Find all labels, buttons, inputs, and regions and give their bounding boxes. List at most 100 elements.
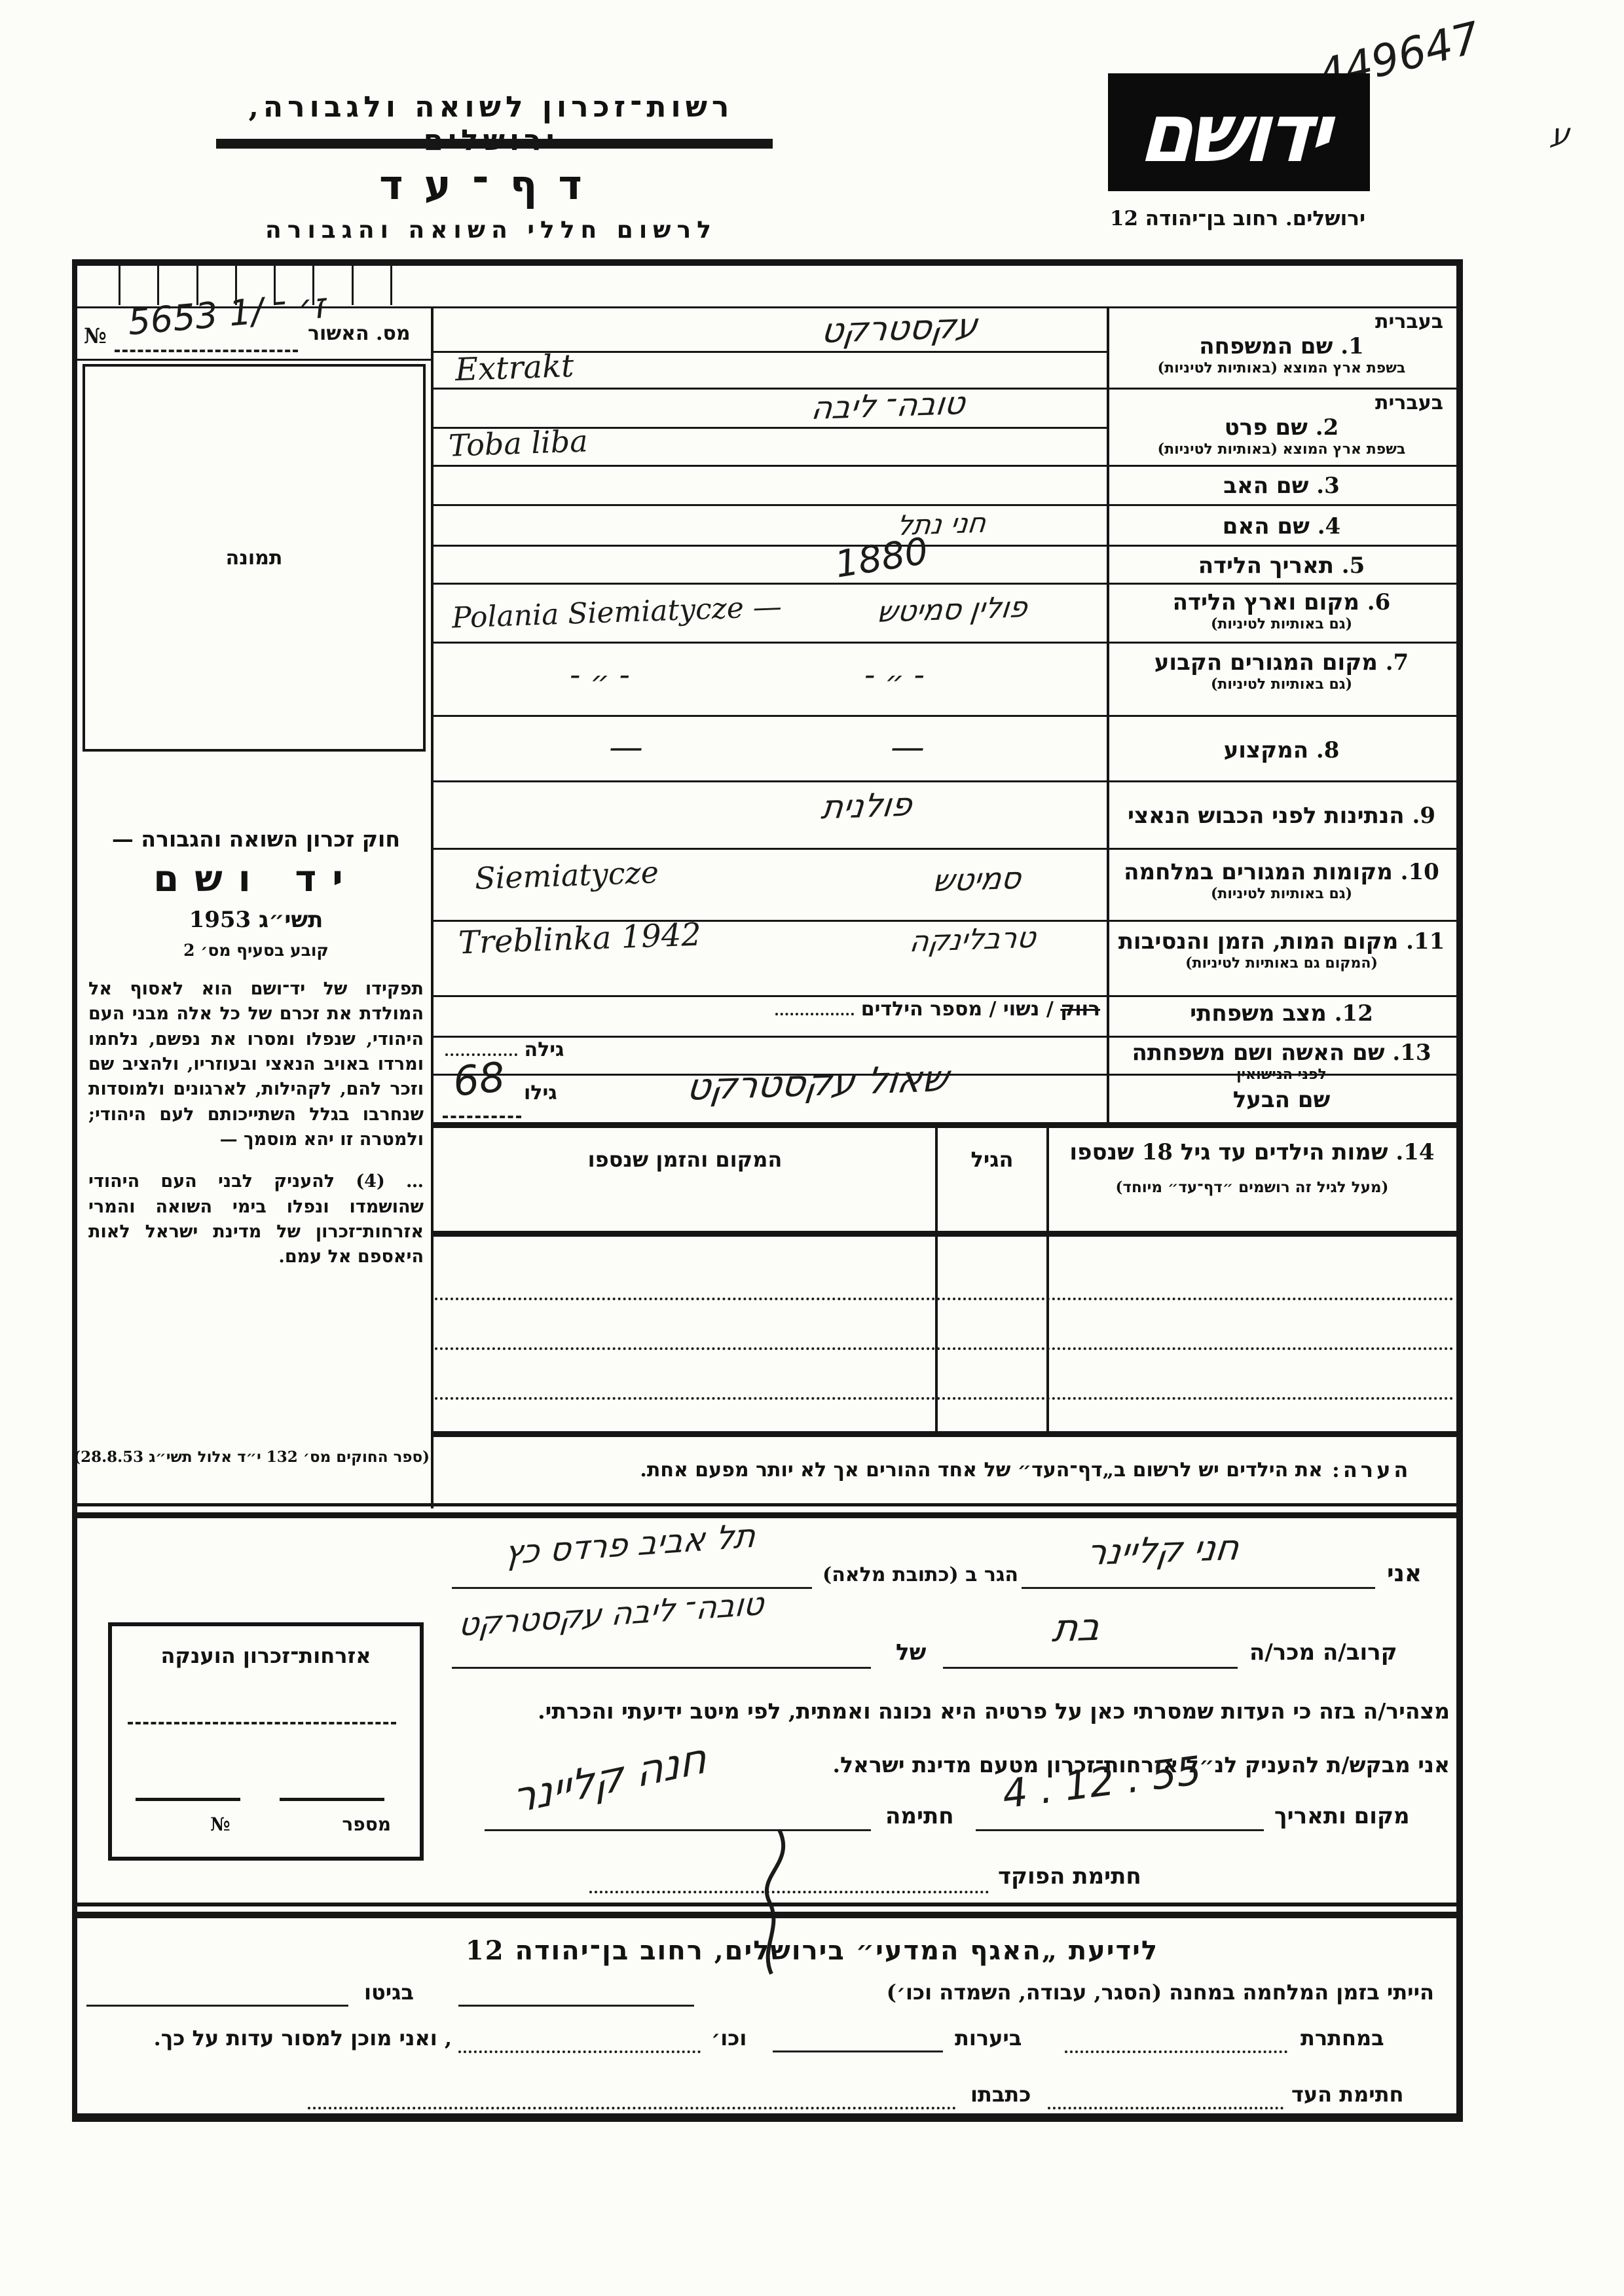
bottom-underground-blank — [1065, 2050, 1287, 2053]
field-11-label: 11. מקום המות, הזמן והנסיבות — [1118, 928, 1445, 955]
clerk-signature-mark — [764, 1829, 786, 1975]
row-line — [432, 1036, 1456, 1038]
form-title: דף־עד — [379, 161, 603, 209]
field-1-label: 1. שם המשפחה — [1199, 333, 1364, 359]
stamp-line-1 — [128, 1722, 396, 1724]
bottom-title: לידיעת „האגף המדעי״ בירושלים, רחוב בן־יה… — [465, 1935, 1159, 1966]
note-text: את הילדים יש לרשום ב„דף־העד״ של אחד ההור… — [640, 1459, 1323, 1482]
bottom-ghetto-label: בגיטו — [364, 1980, 414, 2005]
field-10-sublabel: (גם באותיות לטיניות) — [1210, 885, 1353, 902]
field-7-ditto-right: ־ ״ ־ — [864, 664, 925, 699]
children-place-header: המקום והזמן שנספו — [587, 1147, 783, 1172]
residing-value: תל אביב פרדס כץ — [502, 1516, 758, 1573]
field-12-children-count-line — [775, 1013, 855, 1015]
photo-box: תמונה — [83, 364, 426, 752]
writing-line — [432, 351, 1108, 353]
children-table-bottom — [432, 1431, 1456, 1437]
clerk-signature-line — [589, 1891, 989, 1893]
field-8-dash-left: — — [609, 728, 643, 767]
row-line — [432, 920, 1456, 922]
field-label-6: 6. מקום וארץ הלידה (גם באותיות לטיניות) — [1111, 589, 1452, 632]
bottom-forests-blank — [773, 2050, 943, 2052]
row-line — [432, 465, 1456, 467]
strip-cell — [234, 263, 274, 305]
husband-age-label: גילו — [524, 1082, 557, 1104]
law-name: יד ושם — [153, 857, 359, 900]
law-body: תפקידו של יד־ושם הוא לאסוף אל המולדת את … — [88, 979, 424, 1150]
signature-label: חתימה — [885, 1803, 954, 1829]
field-2-value-hebrew: טובה־ ליבה — [809, 384, 968, 428]
field-1-value-latin: Extrakt — [454, 347, 575, 389]
children-row-line — [435, 1347, 1454, 1350]
stamp-line-2a — [136, 1798, 240, 1801]
children-names-header-note: (מעל לגיל זה רושמים ״דף־עד״ מיוחד) — [1115, 1178, 1389, 1196]
row-line — [432, 545, 1456, 547]
row-line — [432, 504, 1456, 506]
strip-cell — [196, 263, 235, 305]
field-5-value: 1880 — [832, 530, 931, 587]
bottom-line1-blank — [458, 2005, 694, 2007]
husband-label: שם הבעל — [1232, 1087, 1331, 1113]
note-divider-thin — [72, 1503, 1462, 1506]
place-date-label: מקום ותאריך — [1274, 1803, 1410, 1829]
law-clause4: ‏… (4) להעניק לבני העם היהודי שהושמדו ונ… — [88, 1171, 424, 1267]
field-13-label: 13. שם האשה ושם משפחתה — [1132, 1040, 1431, 1066]
form-border-right — [1456, 259, 1463, 2122]
of-line — [452, 1667, 871, 1669]
approval-no-sign: № — [84, 323, 107, 348]
bottom-forests-label: ביערות — [955, 2026, 1022, 2050]
field-label-7: 7. מקום המגורים הקבוע (גם באותיות לטיניו… — [1111, 649, 1452, 693]
strip-cell — [119, 263, 157, 305]
field-2-label: 2. שם פרט — [1224, 414, 1339, 441]
field-label-husband: שם הבעל — [1111, 1087, 1452, 1113]
field-label-4: 4. שם האם — [1111, 513, 1452, 539]
field-7-label: 7. מקום המגורים הקבוע — [1154, 649, 1409, 676]
field-12-rest-options: / נשוי / מספר הילדים — [860, 998, 1054, 1021]
relation-label: קרוב/ה מכר/ה — [1249, 1639, 1397, 1666]
field-12-options: רווק / נשוי / מספר הילדים — [629, 998, 1100, 1021]
bottom-willing-text: , ואני מוכן למסור עדות על כך. — [153, 2026, 452, 2050]
top-cell-strip — [82, 263, 429, 305]
photo-label: תמונה — [225, 546, 283, 570]
children-header-bottom — [432, 1231, 1456, 1237]
field-9-label: 9. הנתינות לפני הכבוש הנאצי — [1127, 803, 1436, 829]
witness-signature-blank — [1048, 2107, 1283, 2109]
row-line — [432, 995, 1456, 997]
stamp-number-label: מספר — [342, 1813, 391, 1835]
field-13-age-line — [445, 1053, 517, 1056]
children-row-line — [435, 1397, 1454, 1400]
field-10-value-latin: Siemiatycze — [474, 854, 659, 896]
field-11-sublabel: (המקום גם באותיות לטיניות) — [1185, 955, 1378, 972]
children-row-line — [435, 1298, 1454, 1300]
relation-value: בת — [1050, 1604, 1103, 1651]
authority-underline — [216, 139, 773, 149]
left-column-divider — [431, 306, 434, 1508]
place-date-line — [976, 1829, 1264, 1831]
field-11-value-hebrew: טרבלינקה — [908, 920, 1038, 959]
stamp-no-sign: № — [210, 1813, 231, 1835]
field-label-10: 10. מקומות המגורים במלחמה (גם באותיות לט… — [1111, 859, 1452, 902]
field-1-value-hebrew: עקסטרקט — [819, 306, 980, 352]
bottom-underground-label: במחתרת — [1301, 2026, 1384, 2050]
children-col-divider-age-left — [935, 1122, 938, 1435]
strip-cell — [274, 263, 312, 305]
field-5-label: 5. תאריך הלידה — [1198, 553, 1365, 579]
strip-cell — [157, 263, 196, 305]
corner-letter-handwritten: ע — [1548, 116, 1572, 153]
approval-row-bottom — [72, 359, 434, 361]
signature-line — [485, 1829, 871, 1831]
approval-number-label: מס. האשור — [308, 322, 411, 345]
field-1-hebrew-tag: בעברית — [1375, 310, 1443, 333]
field-7-ditto-left: ־ ״ ־ — [570, 664, 631, 699]
field-9-value: פולנית — [819, 785, 915, 827]
strip-cell — [351, 263, 390, 305]
field-2-hebrew-tag: בעברית — [1375, 392, 1443, 414]
law-title: חוק זכרון השואה והגבורה — — [111, 826, 401, 852]
field-10-value-hebrew: סמיטש — [931, 860, 1024, 899]
field-1-sublabel: בשפת ארץ המוצא (באותיות לטיניות) — [1157, 359, 1406, 376]
law-sidebar: חוק זכרון השואה והגבורה — יד ושם תשי״ג 1… — [88, 826, 424, 1270]
bottom-etc-blank — [458, 2050, 701, 2053]
note-divider-thick — [72, 1512, 1462, 1518]
of-value: טובה־ ליבה עקסטרקט — [457, 1585, 766, 1644]
field-label-12: 12. מצב משפחתי — [1111, 1000, 1452, 1027]
